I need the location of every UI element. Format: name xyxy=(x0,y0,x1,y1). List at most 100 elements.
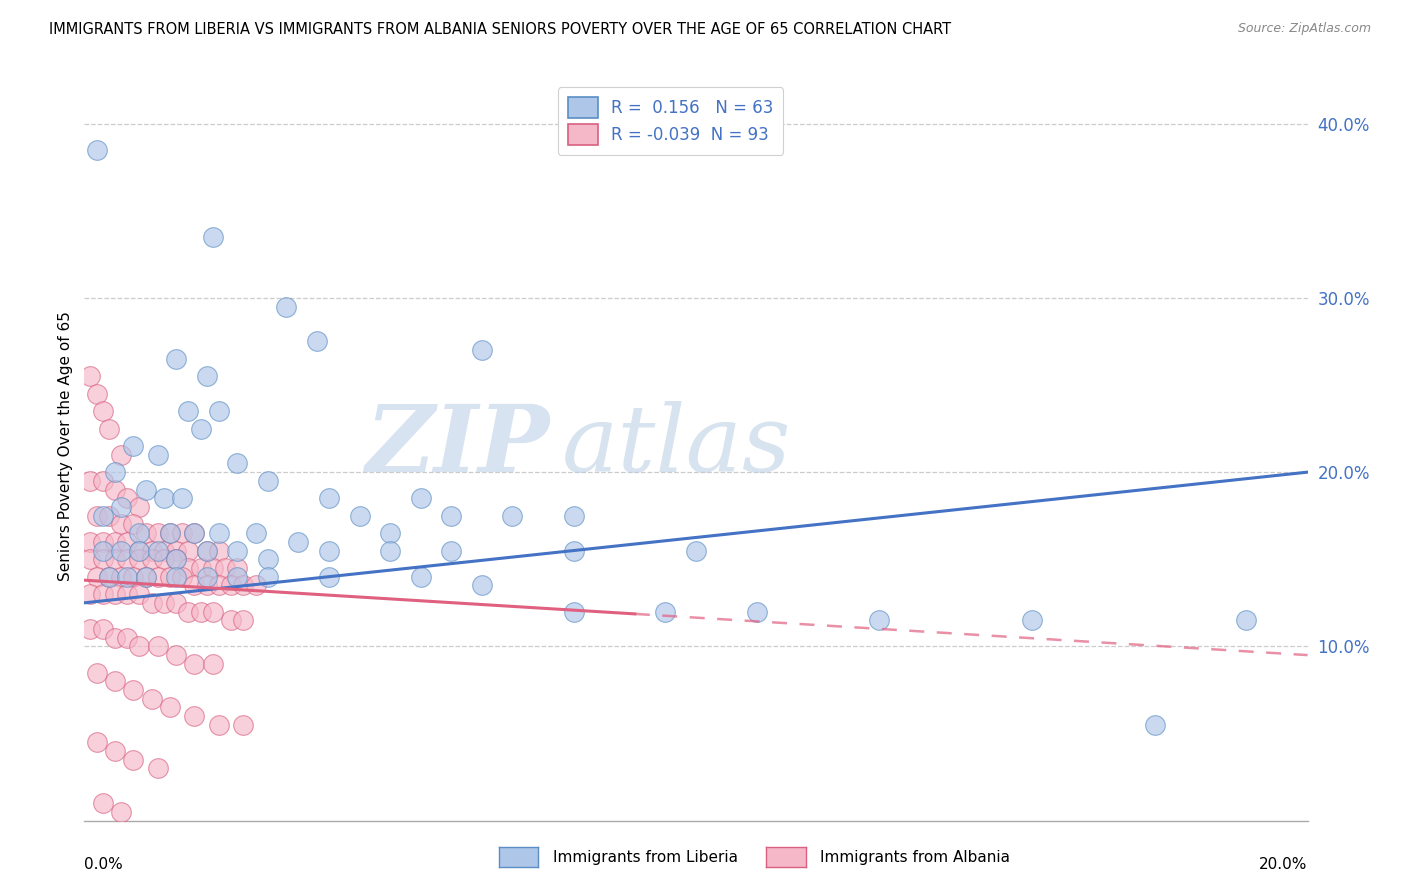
Point xyxy=(190,421,212,435)
Point xyxy=(141,543,163,558)
Point xyxy=(177,404,200,418)
Point xyxy=(208,526,231,541)
Point xyxy=(502,508,524,523)
Point xyxy=(226,457,249,471)
Point xyxy=(86,570,108,584)
Point xyxy=(104,587,127,601)
Point xyxy=(409,491,432,506)
Point xyxy=(128,500,150,514)
Point xyxy=(104,483,127,497)
Point xyxy=(177,543,200,558)
Point xyxy=(183,709,205,723)
Point xyxy=(190,561,212,575)
Text: atlas: atlas xyxy=(561,401,792,491)
Text: 20.0%: 20.0% xyxy=(1260,856,1308,871)
Point xyxy=(190,605,212,619)
Point xyxy=(172,491,194,506)
Point xyxy=(226,570,249,584)
Text: Source: ZipAtlas.com: Source: ZipAtlas.com xyxy=(1237,22,1371,36)
Point xyxy=(122,517,145,532)
Point xyxy=(115,552,138,566)
Point xyxy=(172,570,194,584)
Point xyxy=(146,761,169,775)
Point xyxy=(128,543,150,558)
Point xyxy=(226,561,249,575)
Point xyxy=(79,622,101,636)
Point xyxy=(91,552,114,566)
Point xyxy=(685,543,707,558)
Point xyxy=(153,543,176,558)
Point xyxy=(91,404,114,418)
Point xyxy=(97,570,120,584)
Point xyxy=(115,587,138,601)
Text: ZIP: ZIP xyxy=(366,401,550,491)
Point xyxy=(208,718,231,732)
Point xyxy=(128,552,150,566)
Point xyxy=(110,543,132,558)
Point xyxy=(232,578,254,592)
Point xyxy=(91,508,114,523)
Point xyxy=(318,543,340,558)
Point xyxy=(318,491,340,506)
Point xyxy=(104,674,127,689)
Point xyxy=(183,578,205,592)
Point xyxy=(146,640,169,654)
Point xyxy=(128,587,150,601)
Point xyxy=(122,570,145,584)
Point xyxy=(195,570,218,584)
Point xyxy=(869,613,891,627)
Point xyxy=(128,543,150,558)
Text: Immigrants from Albania: Immigrants from Albania xyxy=(820,850,1010,864)
Point xyxy=(257,570,280,584)
Point xyxy=(232,718,254,732)
Point xyxy=(122,439,145,453)
Point xyxy=(146,570,169,584)
Point xyxy=(128,640,150,654)
Point xyxy=(79,587,101,601)
Point xyxy=(115,631,138,645)
Point xyxy=(165,351,187,366)
Point xyxy=(122,753,145,767)
Point xyxy=(183,526,205,541)
Point xyxy=(183,657,205,671)
Point xyxy=(183,526,205,541)
Point xyxy=(232,613,254,627)
Point xyxy=(115,534,138,549)
Point xyxy=(146,448,169,462)
Point xyxy=(276,300,298,314)
Point xyxy=(305,334,328,349)
Point xyxy=(245,526,267,541)
Point xyxy=(177,605,200,619)
Point xyxy=(141,596,163,610)
Point xyxy=(91,587,114,601)
Point xyxy=(86,143,108,157)
Point xyxy=(257,552,280,566)
Point xyxy=(287,534,309,549)
Point xyxy=(159,700,181,714)
Point xyxy=(141,552,163,566)
Point xyxy=(115,570,138,584)
Point xyxy=(86,665,108,680)
Point xyxy=(219,578,242,592)
Point xyxy=(86,386,108,401)
Point xyxy=(440,508,463,523)
Point xyxy=(97,421,120,435)
Point xyxy=(104,465,127,479)
Point xyxy=(146,543,169,558)
Point xyxy=(110,448,132,462)
Point xyxy=(91,474,114,488)
Point xyxy=(165,596,187,610)
Point xyxy=(86,508,108,523)
Point xyxy=(471,578,494,592)
Point xyxy=(91,534,114,549)
Point xyxy=(219,613,242,627)
Point xyxy=(165,543,187,558)
Point xyxy=(165,570,187,584)
Point xyxy=(562,508,585,523)
Point xyxy=(257,474,280,488)
Point xyxy=(135,570,157,584)
Point xyxy=(110,805,132,819)
Point xyxy=(146,526,169,541)
Point xyxy=(1021,613,1043,627)
Point xyxy=(97,508,120,523)
